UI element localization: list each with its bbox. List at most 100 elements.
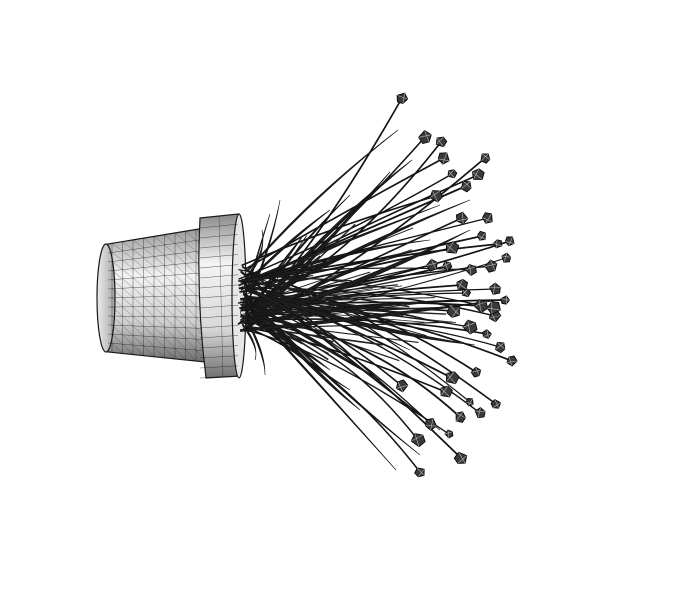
bud-facet xyxy=(461,181,472,190)
bud-facet xyxy=(477,232,486,241)
bud-shape xyxy=(435,136,448,148)
pot-mesh-diagonal xyxy=(143,345,155,357)
pot-mesh-diagonal xyxy=(143,296,155,307)
pot-mesh-diagonal xyxy=(185,306,197,318)
pot-mesh-line xyxy=(107,261,206,272)
flower-bud xyxy=(470,366,482,378)
pot-mesh-diagonal xyxy=(122,250,134,260)
bud-shape xyxy=(445,371,460,385)
bud-facet xyxy=(436,136,444,147)
pot-mesh-diagonal xyxy=(185,349,197,362)
pot-mesh-line xyxy=(107,351,206,363)
bud-shape xyxy=(489,282,501,295)
pot-mesh-line xyxy=(107,227,206,245)
bud-shape xyxy=(481,212,493,224)
flower-bud xyxy=(455,411,466,423)
pot-mesh-diagonal xyxy=(153,326,165,338)
bud-facet xyxy=(501,253,511,263)
pot-mesh-diagonal xyxy=(122,278,134,288)
pot-mesh-diagonal xyxy=(132,268,144,278)
pot-mesh-diagonal xyxy=(185,231,197,241)
pot-mesh-diagonal xyxy=(132,335,144,347)
stem xyxy=(238,173,453,280)
rim-mesh-line xyxy=(199,264,239,269)
pot-mesh-diagonal xyxy=(132,297,144,307)
pot-mesh-diagonal xyxy=(153,346,165,358)
bud-shape xyxy=(440,385,453,398)
pot-mesh-line xyxy=(107,315,206,318)
pot-mesh-diagonal xyxy=(153,236,165,246)
bud-facet xyxy=(506,356,518,367)
pot-mesh-diagonal xyxy=(164,347,176,360)
bud-shape xyxy=(493,239,503,249)
pot-mesh-diagonal xyxy=(122,325,134,336)
bud-shape xyxy=(395,379,409,393)
bud-facet xyxy=(446,371,456,384)
flower-bud xyxy=(486,301,501,315)
pot-mesh-diagonal xyxy=(164,337,176,349)
pot-mesh-diagonal xyxy=(185,263,197,274)
pot-mesh-diagonal xyxy=(132,249,144,258)
pot-mesh-diagonal xyxy=(111,324,123,335)
pot-mesh-diagonal xyxy=(132,239,144,249)
pot-mesh-diagonal xyxy=(143,277,155,287)
flower-bud xyxy=(446,305,460,318)
pot-mesh-diagonal xyxy=(174,253,186,264)
flower-bud xyxy=(494,341,506,354)
pot-mesh-diagonal xyxy=(153,316,165,328)
bud-facet xyxy=(457,452,467,464)
grass-leaf xyxy=(246,199,471,308)
flower-bud xyxy=(445,371,460,385)
pot-mesh-line xyxy=(107,342,206,352)
bud-facet xyxy=(493,239,503,248)
bud-facet xyxy=(474,299,487,313)
pot-mesh-diagonal xyxy=(111,306,123,317)
pot xyxy=(96,213,247,379)
bud-shape xyxy=(424,417,438,431)
pot-mesh-diagonal xyxy=(174,295,186,307)
pot-mesh-line xyxy=(107,333,206,340)
flower-bud xyxy=(481,212,493,224)
flower-bud xyxy=(435,136,448,148)
flower-bud xyxy=(425,258,438,272)
pot-mesh-diagonal xyxy=(174,243,186,253)
bud-shape xyxy=(476,230,486,241)
pot-mesh-diagonal xyxy=(174,274,186,286)
pot-mesh-line xyxy=(107,283,206,290)
pot-mesh-diagonal xyxy=(185,316,197,329)
grass-leaf xyxy=(242,299,397,471)
pot-rim-face xyxy=(231,213,247,379)
pot-mesh-diagonal xyxy=(122,334,134,346)
rim-mesh-line xyxy=(199,345,239,349)
pot-mesh-diagonal xyxy=(164,244,176,255)
pot-mesh-diagonal xyxy=(111,243,123,252)
bud-shape xyxy=(461,288,472,298)
bud-shape xyxy=(455,211,469,225)
pot-mesh-diagonal xyxy=(122,241,134,250)
grass-leaf xyxy=(242,290,421,456)
bud-facet xyxy=(505,236,515,246)
pot-mesh-diagonal xyxy=(143,306,155,317)
pot-mesh-line xyxy=(107,324,206,329)
bud-shape xyxy=(500,295,511,305)
bud-facet xyxy=(411,433,423,447)
pot-mesh-line xyxy=(107,238,206,254)
pot-mesh-diagonal xyxy=(153,296,165,307)
bud-shape xyxy=(471,168,485,180)
pot-mesh-diagonal xyxy=(111,297,123,308)
pot-mesh-diagonal xyxy=(164,296,176,307)
pot-mesh-diagonal xyxy=(111,343,123,354)
bud-shape xyxy=(486,301,501,315)
pot-mesh-diagonal xyxy=(122,344,134,355)
grass-leaf xyxy=(246,319,266,376)
pot-mesh xyxy=(107,227,207,363)
plant-leaves xyxy=(240,129,501,471)
grass-leaf xyxy=(243,283,411,351)
bud-facet xyxy=(447,169,455,179)
flower-bud xyxy=(444,429,454,439)
pot-mesh-diagonal xyxy=(164,265,176,276)
pot-mesh-diagonal xyxy=(153,306,165,317)
rim-mesh-line xyxy=(199,284,239,289)
flower-bud xyxy=(429,190,444,203)
